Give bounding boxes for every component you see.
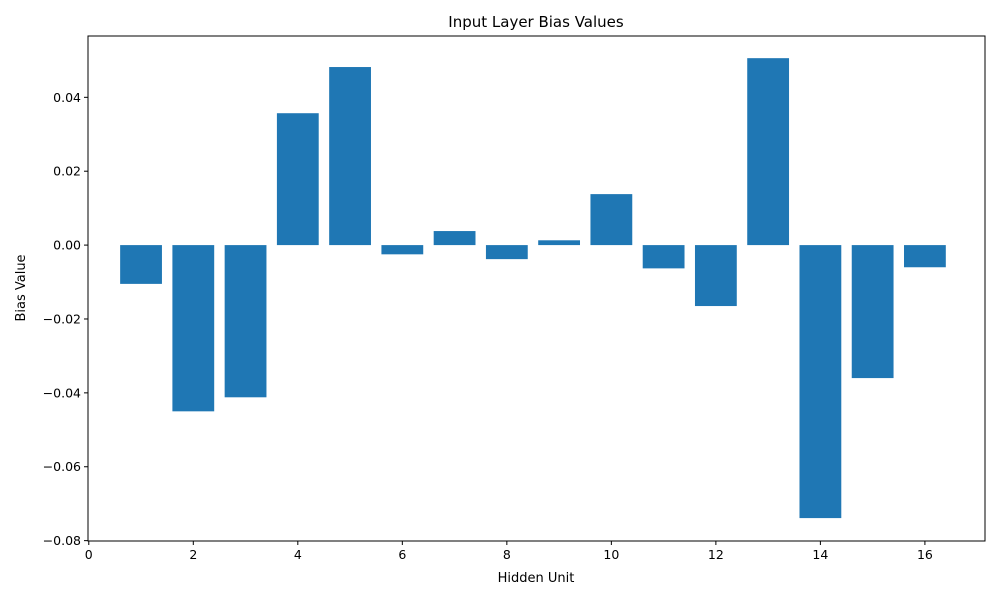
y-axis-label: Bias Value (14, 254, 29, 321)
y-tick-label: 0.00 (53, 238, 81, 253)
bar-unit-3 (224, 245, 267, 398)
y-axis-ticks: −0.08 −0.06 −0.04 −0.02 0.00 0.02 0.04 (43, 90, 88, 548)
bar-unit-12 (694, 245, 737, 307)
y-tick-label: −0.02 (43, 311, 81, 326)
x-tick-label: 10 (603, 547, 619, 562)
chart-title: Input Layer Bias Values (448, 13, 624, 31)
x-tick-label: 8 (503, 547, 511, 562)
plot-frame (87, 35, 986, 542)
x-tick-label: 16 (917, 547, 933, 562)
x-axis-ticks: 0 2 4 6 8 10 12 14 16 (85, 541, 933, 562)
x-axis-label: Hidden Unit (498, 571, 575, 586)
bar-unit-5 (329, 67, 371, 246)
bar-unit-1 (120, 245, 162, 284)
bar-unit-8 (485, 245, 528, 260)
x-tick-label: 0 (85, 547, 93, 562)
y-tick-label: −0.06 (43, 459, 81, 474)
bar-unit-9 (538, 240, 581, 246)
bar-unit-14 (799, 245, 842, 519)
bar-unit-7 (433, 231, 476, 246)
bar-unit-16 (904, 245, 946, 268)
x-tick-label: 14 (812, 547, 828, 562)
bar-unit-13 (747, 58, 790, 246)
bar-unit-11 (642, 245, 685, 269)
y-tick-label: 0.04 (53, 90, 81, 105)
bar-unit-4 (276, 113, 319, 246)
bar-unit-2 (172, 245, 215, 412)
bars-group (120, 58, 946, 519)
y-tick-label: −0.08 (43, 533, 81, 548)
x-tick-label: 2 (189, 547, 197, 562)
bar-unit-6 (381, 245, 424, 255)
y-tick-label: −0.04 (43, 385, 81, 400)
bar-unit-15 (851, 245, 894, 379)
x-tick-label: 4 (294, 547, 302, 562)
x-tick-label: 6 (398, 547, 406, 562)
y-tick-label: 0.02 (53, 164, 81, 179)
bar-unit-10 (590, 194, 633, 246)
x-tick-label: 12 (708, 547, 724, 562)
